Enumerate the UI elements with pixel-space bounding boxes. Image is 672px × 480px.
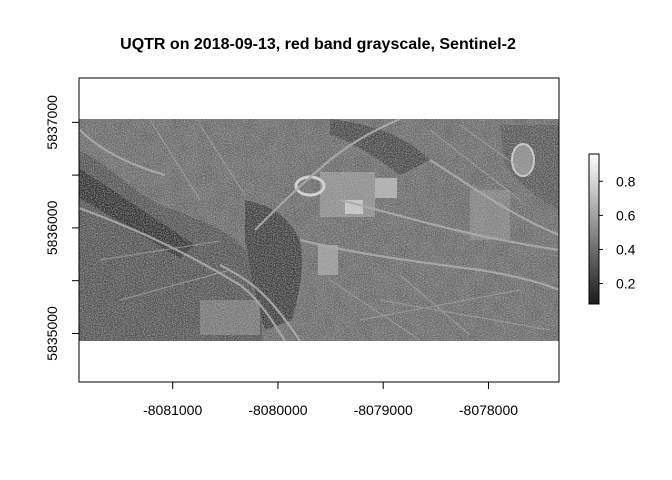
y-tick-label: 5836000 xyxy=(44,200,60,255)
map-title: UQTR on 2018-09-13, red band grayscale, … xyxy=(120,36,516,53)
x-tick-label: -8081000 xyxy=(143,402,202,418)
x-tick-label: -8078000 xyxy=(459,402,518,418)
raster-image xyxy=(79,119,559,341)
y-axis: 5835000 5836000 5837000 xyxy=(44,95,79,361)
legend-tick-label: 0.4 xyxy=(616,241,636,257)
x-tick-label: -8079000 xyxy=(354,402,413,418)
x-axis: -8081000 -8080000 -8079000 -8078000 xyxy=(143,382,518,418)
legend-tick-label: 0.8 xyxy=(616,173,636,189)
plot-frame xyxy=(78,77,560,383)
y-tick-label: 5835000 xyxy=(44,306,60,361)
legend-tick-label: 0.6 xyxy=(616,207,636,223)
legend: 0.2 0.4 0.6 0.8 xyxy=(588,153,636,305)
legend-colorbar xyxy=(588,153,600,305)
x-tick-label: -8080000 xyxy=(248,402,307,418)
legend-tick-label: 0.2 xyxy=(616,276,636,292)
y-tick-label: 5837000 xyxy=(44,95,60,150)
